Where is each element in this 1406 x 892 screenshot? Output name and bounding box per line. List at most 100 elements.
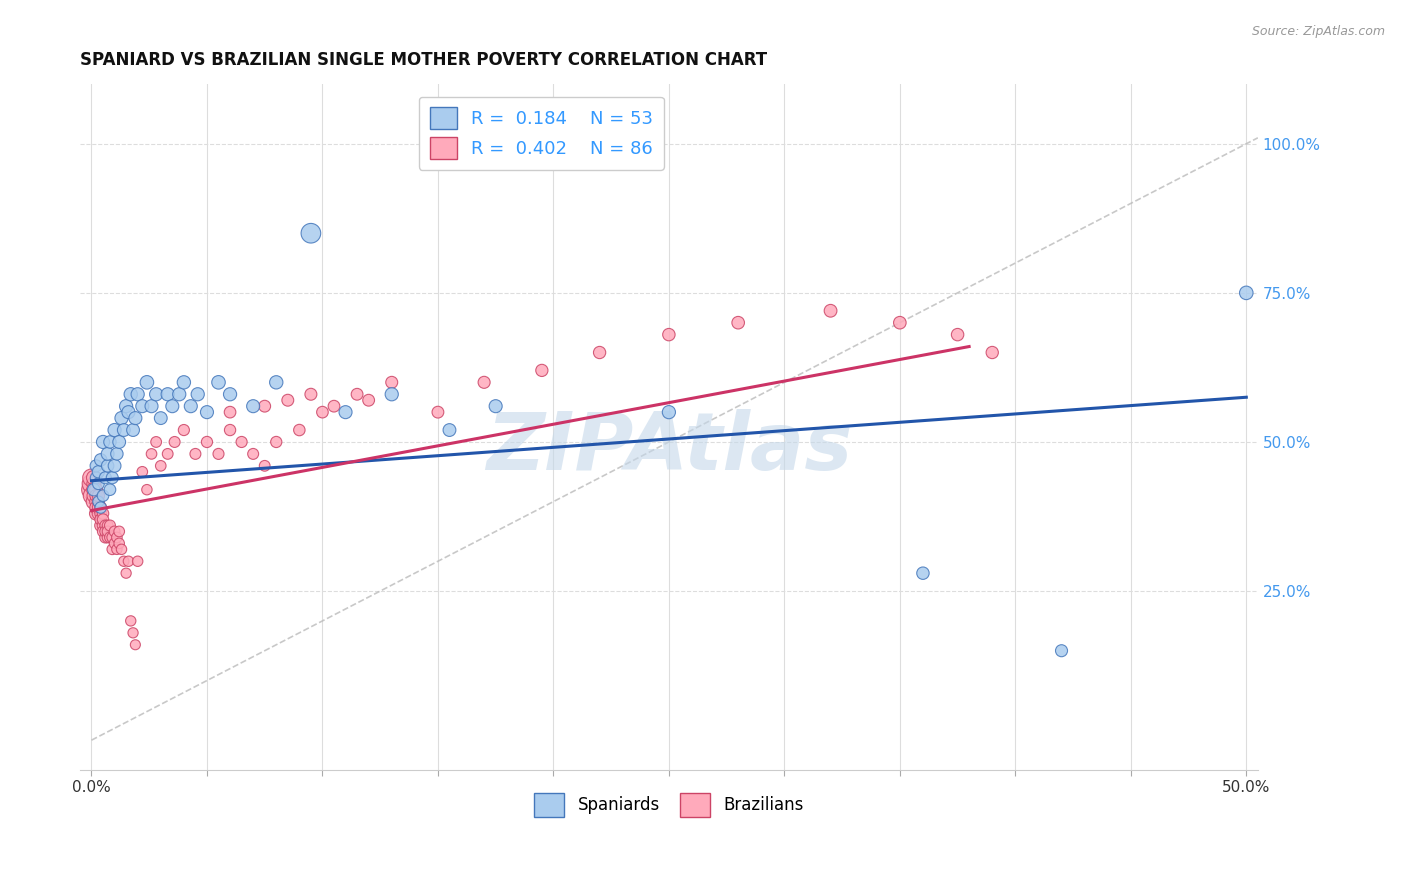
- Point: [149, 411, 172, 425]
- Point: [439, 423, 461, 437]
- Point: [80, 489, 103, 503]
- Point: [187, 387, 209, 401]
- Point: [87, 476, 110, 491]
- Point: [381, 387, 404, 401]
- Point: [103, 458, 125, 473]
- Point: [101, 471, 124, 485]
- Point: [90, 500, 112, 515]
- Point: [195, 434, 218, 449]
- Point: [83, 494, 105, 508]
- Point: [90, 518, 112, 533]
- Point: [120, 614, 142, 628]
- Point: [145, 387, 167, 401]
- Point: [108, 524, 131, 539]
- Point: [426, 405, 449, 419]
- Point: [163, 434, 186, 449]
- Point: [299, 226, 322, 240]
- Point: [84, 489, 107, 503]
- Point: [110, 542, 132, 557]
- Point: [97, 447, 120, 461]
- Point: [145, 434, 167, 449]
- Point: [91, 518, 114, 533]
- Point: [131, 399, 153, 413]
- Point: [98, 530, 121, 544]
- Point: [87, 494, 110, 508]
- Point: [94, 471, 117, 485]
- Point: [90, 512, 112, 526]
- Point: [127, 554, 149, 568]
- Point: [83, 489, 105, 503]
- Point: [173, 376, 195, 390]
- Point: [91, 524, 114, 539]
- Point: [120, 387, 142, 401]
- Point: [127, 387, 149, 401]
- Point: [184, 447, 207, 461]
- Point: [311, 405, 333, 419]
- Point: [253, 458, 276, 473]
- Point: [108, 434, 131, 449]
- Point: [588, 345, 610, 359]
- Point: [83, 471, 105, 485]
- Point: [98, 518, 121, 533]
- Point: [83, 483, 105, 497]
- Point: [122, 625, 145, 640]
- Point: [658, 327, 681, 342]
- Point: [91, 507, 114, 521]
- Point: [1234, 285, 1257, 300]
- Point: [156, 447, 179, 461]
- Point: [94, 518, 117, 533]
- Point: [90, 453, 112, 467]
- Point: [87, 507, 110, 521]
- Point: [98, 434, 121, 449]
- Point: [97, 530, 120, 544]
- Point: [335, 405, 357, 419]
- Point: [219, 387, 242, 401]
- Text: Source: ZipAtlas.com: Source: ZipAtlas.com: [1251, 25, 1385, 38]
- Point: [135, 483, 157, 497]
- Point: [103, 423, 125, 437]
- Point: [820, 303, 842, 318]
- Point: [98, 483, 121, 497]
- Point: [103, 536, 125, 550]
- Point: [253, 399, 276, 413]
- Point: [381, 376, 404, 390]
- Point: [141, 399, 163, 413]
- Point: [101, 542, 124, 557]
- Point: [242, 447, 264, 461]
- Point: [162, 399, 184, 413]
- Point: [889, 316, 911, 330]
- Point: [80, 476, 103, 491]
- Point: [346, 387, 368, 401]
- Point: [84, 458, 107, 473]
- Point: [195, 405, 218, 419]
- Point: [97, 524, 120, 539]
- Point: [323, 399, 346, 413]
- Point: [84, 507, 107, 521]
- Point: [357, 393, 380, 408]
- Point: [135, 376, 157, 390]
- Point: [131, 465, 153, 479]
- Point: [87, 489, 110, 503]
- Point: [115, 566, 138, 581]
- Point: [87, 500, 110, 515]
- Point: [101, 530, 124, 544]
- Point: [94, 524, 117, 539]
- Point: [105, 447, 128, 461]
- Point: [117, 405, 139, 419]
- Point: [80, 483, 103, 497]
- Point: [231, 434, 253, 449]
- Point: [87, 494, 110, 508]
- Point: [87, 465, 110, 479]
- Point: [83, 476, 105, 491]
- Point: [90, 507, 112, 521]
- Point: [83, 483, 105, 497]
- Point: [1050, 644, 1073, 658]
- Point: [112, 554, 135, 568]
- Point: [124, 411, 146, 425]
- Point: [90, 500, 112, 515]
- Point: [219, 405, 242, 419]
- Point: [115, 399, 138, 413]
- Point: [180, 399, 202, 413]
- Point: [122, 423, 145, 437]
- Point: [94, 530, 117, 544]
